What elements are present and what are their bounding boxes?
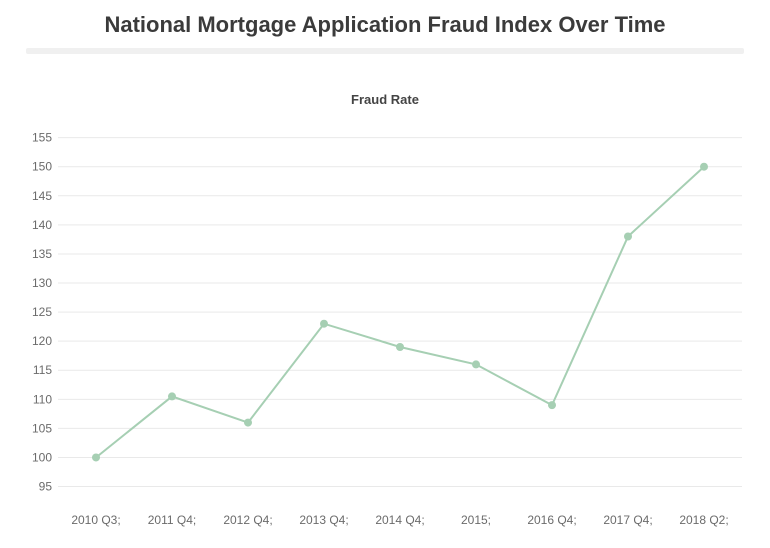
y-tick-label: 105 (32, 421, 52, 435)
y-tick-label: 95 (39, 480, 53, 494)
y-tick-label: 100 (32, 450, 52, 464)
y-tick-label: 135 (32, 247, 52, 261)
chart-title: National Mortgage Application Fraud Inde… (0, 0, 770, 48)
y-tick-label: 115 (33, 363, 52, 377)
x-tick-label: 2017 Q4; (603, 513, 652, 527)
series-marker (472, 360, 480, 368)
y-tick-label: 125 (32, 305, 52, 319)
x-tick-label: 2015; (461, 513, 491, 527)
x-tick-label: 2018 Q2; (679, 513, 728, 527)
series-marker (548, 401, 556, 409)
series-marker (244, 419, 252, 427)
y-tick-label: 140 (32, 218, 52, 232)
y-tick-label: 120 (32, 334, 52, 348)
y-tick-label: 130 (32, 276, 52, 290)
title-underline (26, 48, 744, 54)
y-tick-label: 150 (32, 160, 52, 174)
x-tick-label: 2012 Q4; (223, 513, 272, 527)
series-marker (624, 232, 632, 240)
x-tick-label: 2011 Q4; (148, 513, 196, 527)
series-marker (700, 163, 708, 171)
chart-svg: 95 100 105 110 115 120 125 130 135 140 145 150 155 20… (26, 120, 744, 540)
series-marker (320, 320, 328, 328)
x-tick-label: 2014 Q4; (375, 513, 424, 527)
series-marker (168, 392, 176, 400)
y-tick-label: 110 (33, 392, 52, 406)
y-tick-label: 155 (32, 131, 52, 145)
x-tick-label: 2010 Q3; (71, 513, 120, 527)
y-tick-label: 145 (32, 189, 52, 203)
series-marker (396, 343, 404, 351)
series-marker (92, 453, 100, 461)
x-tick-label: 2016 Q4; (527, 513, 576, 527)
chart-container: National Mortgage Application Fraud Inde… (0, 0, 770, 548)
plot-area: 9510010511011512012513013514014515015520… (26, 120, 744, 520)
x-tick-label: 2013 Q4; (299, 513, 348, 527)
legend-label: Fraud Rate (0, 92, 770, 107)
